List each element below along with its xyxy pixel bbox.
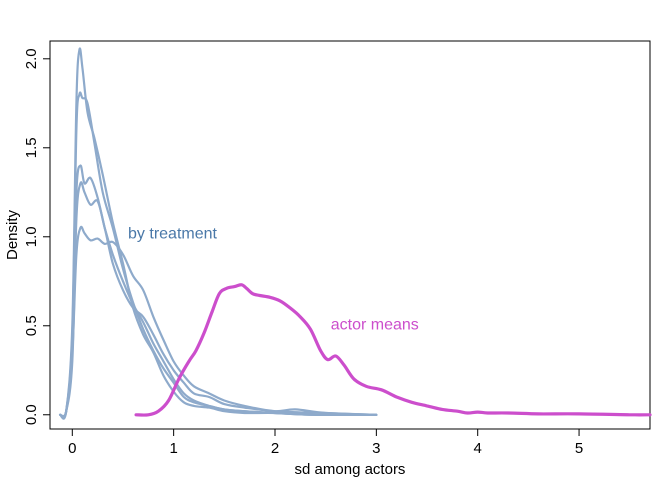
x-tick-label: 4 bbox=[474, 440, 482, 457]
x-axis: 0 1 2 3 4 5 bbox=[68, 428, 583, 457]
by-treatment-label: by treatment bbox=[128, 226, 217, 243]
x-tick-label: 5 bbox=[575, 440, 583, 457]
x-tick-label: 0 bbox=[68, 440, 76, 457]
x-tick-label: 3 bbox=[372, 440, 380, 457]
y-axis-title: Density bbox=[4, 209, 21, 260]
x-tick-label: 1 bbox=[169, 440, 177, 457]
y-axis: 0.0 0.5 1.0 1.5 2.0 bbox=[23, 48, 51, 425]
y-tick-label: 2.0 bbox=[23, 48, 40, 69]
treatment-density-curve bbox=[59, 47, 378, 420]
y-tick-label: 1.0 bbox=[23, 226, 40, 247]
y-tick-label: 0.5 bbox=[23, 315, 40, 336]
actor-means-label: actor means bbox=[331, 316, 419, 333]
treatment-density-curve bbox=[59, 91, 378, 420]
density-curves bbox=[59, 47, 652, 420]
x-axis-title: sd among actors bbox=[295, 461, 406, 478]
treatment-density-curve bbox=[59, 164, 378, 419]
treatment-density-curve bbox=[59, 181, 378, 418]
y-tick-label: 0.0 bbox=[23, 404, 40, 425]
treatment-density-curve bbox=[59, 225, 378, 418]
actor-means-curve bbox=[134, 283, 652, 417]
y-tick-label: 1.5 bbox=[23, 137, 40, 158]
x-tick-label: 2 bbox=[271, 440, 279, 457]
annotations: by treatment actor means bbox=[128, 226, 419, 334]
